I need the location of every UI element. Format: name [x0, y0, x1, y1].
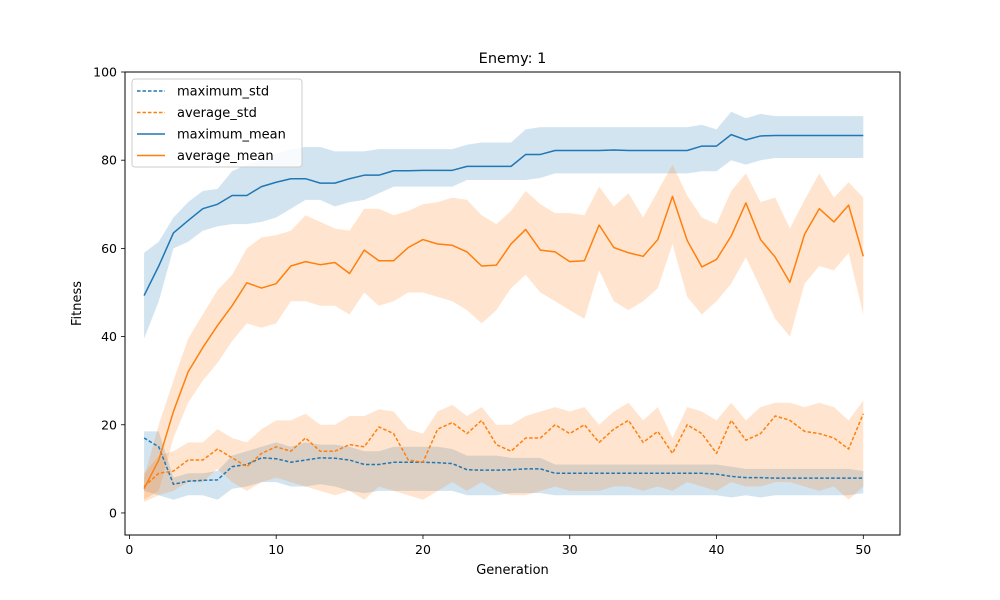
series-line-average-mean	[143, 195, 865, 490]
x-tick-label: 20	[415, 542, 431, 557]
band-average-std	[144, 400, 864, 502]
y-tick-label: 20	[101, 417, 117, 432]
series-lines	[143, 133, 865, 490]
y-axis-ticks: 0 20 40 60 80 100	[93, 65, 125, 520]
legend-entry-label: average_mean	[177, 149, 274, 164]
x-tick-label: 40	[709, 542, 725, 557]
band-maximum-std	[144, 431, 864, 500]
series-line-average-std	[143, 413, 864, 488]
confidence-bands	[144, 111, 864, 502]
y-axis-label: Fitness	[70, 281, 85, 326]
x-tick-label: 50	[855, 542, 871, 557]
legend: maximum_std average_std maximum_meanaverag…	[131, 78, 303, 168]
legend-entry-label: maximum_mean	[177, 128, 286, 143]
plot-frame	[124, 71, 901, 536]
x-tick-label: 30	[562, 542, 578, 557]
x-axis-label: Generation	[476, 563, 549, 578]
x-tick-label: 10	[268, 542, 284, 557]
y-tick-label: 40	[101, 329, 117, 344]
legend-box	[131, 78, 303, 168]
y-tick-label: 100	[93, 65, 117, 80]
legend-entry-label: average_std	[177, 106, 257, 121]
y-tick-label: 80	[101, 153, 117, 168]
x-axis-ticks: 0 10 20 30 40 50	[125, 535, 871, 557]
y-tick-label: 0	[109, 505, 117, 520]
band-maximum-mean	[144, 111, 864, 339]
x-tick-label: 0	[125, 542, 133, 557]
chart-title: Enemy: 1	[479, 51, 547, 67]
series-line-maximum-std	[143, 437, 864, 486]
series-line-maximum-mean	[143, 133, 864, 296]
legend-entry-label: maximum_std	[177, 85, 269, 100]
y-tick-label: 60	[101, 241, 117, 256]
band-average-mean	[144, 164, 864, 500]
